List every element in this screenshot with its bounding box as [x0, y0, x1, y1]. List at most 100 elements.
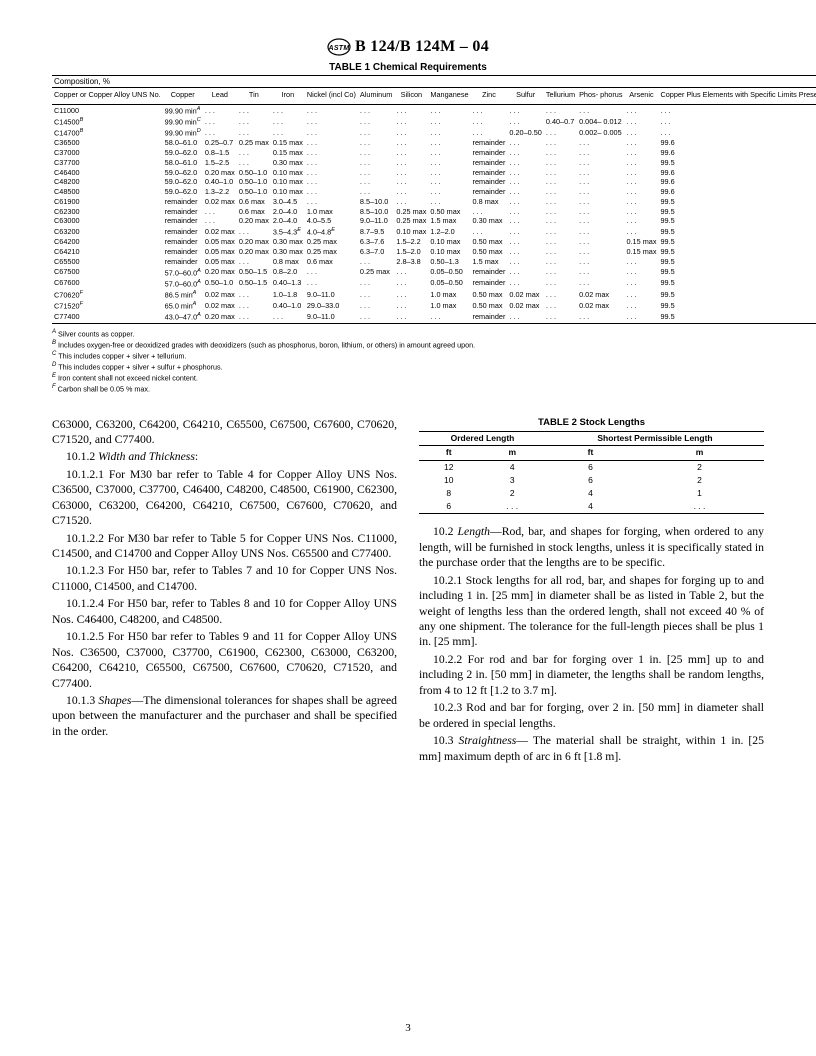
table-cell: C48500 [52, 188, 163, 198]
table-cell: . . . [507, 278, 543, 289]
p-10-1-2-5: 10.1.2.5 For H50 bar refer to Tables 9 a… [52, 629, 397, 691]
table-cell: C14700B [52, 128, 163, 139]
table-cell: 99.5 [658, 248, 816, 258]
table-cell: . . . [471, 117, 508, 128]
table-row: C3770058.0–61.01.5–2.5. . .0.30 max. . .… [52, 158, 816, 168]
table-cell: 0.50–1.0 [237, 188, 271, 198]
table-row: C4850059.0–62.01.3–2.20.50–1.00.10 max. … [52, 188, 816, 198]
table-cell: . . . [428, 188, 470, 198]
table-cell: . . . [624, 278, 658, 289]
table-cell: . . . [305, 105, 358, 117]
table-row: C14700B99.90 minD. . .. . .. . .. . .. .… [52, 128, 816, 139]
table-cell: 99.5 [658, 301, 816, 312]
table-cell: 99.5 [658, 267, 816, 278]
table-row: C6750057.0–60.0A0.20 max0.50–1.50.8–2.0.… [52, 267, 816, 278]
col-silicon: Silicon [394, 87, 428, 105]
table-cell: . . . [544, 128, 577, 139]
table-cell: remainder [471, 188, 508, 198]
table-cell: . . . [544, 105, 577, 117]
table-row: 8241 [419, 487, 764, 500]
table2-stock-lengths: Ordered Length Shortest Permissible Leng… [419, 431, 764, 514]
table-cell: 0.10 max [428, 248, 470, 258]
table-cell: 29.0–33.0 [305, 301, 358, 312]
col-iron: Iron [271, 87, 305, 105]
table-cell: 0.20 max [203, 312, 237, 324]
table-cell: . . . [237, 301, 271, 312]
table-cell: . . . [507, 267, 543, 278]
table-cell: . . . [624, 257, 658, 267]
table-cell: 0.05–0.50 [428, 267, 470, 278]
table-cell: 99.6 [658, 168, 816, 178]
table-cell: 8 [419, 487, 478, 500]
table-cell: . . . [358, 257, 394, 267]
table-cell: . . . [624, 128, 658, 139]
table-cell: . . . [394, 278, 428, 289]
table-cell: 0.30 max [271, 248, 305, 258]
table-cell: 6 [546, 474, 635, 487]
table-cell: . . . [624, 149, 658, 159]
table-cell: . . . [394, 267, 428, 278]
table-cell: . . . [237, 105, 271, 117]
table-cell: . . . [305, 278, 358, 289]
p-alloy-list: C63000, C63200, C64200, C64210, C65500, … [52, 417, 397, 448]
table-cell: C14500B [52, 117, 163, 128]
col-sulfur: Sulfur [507, 87, 543, 105]
table-cell: . . . [271, 312, 305, 324]
table-cell: 99.90 minC [163, 117, 203, 128]
table-cell: 0.02 max [577, 289, 624, 300]
col-phosphorus: Phos- phorus [577, 87, 624, 105]
table-cell: . . . [358, 188, 394, 198]
table-row: 12462 [419, 460, 764, 474]
table-cell: . . . [507, 188, 543, 198]
table-cell: 86.5 minA [163, 289, 203, 300]
t2-ordered: Ordered Length [419, 432, 546, 446]
table-cell: 1.0 max [428, 289, 470, 300]
table-cell: 9.0–11.0 [305, 312, 358, 324]
astm-logo-icon: ASTM [327, 38, 351, 56]
table-cell: . . . [624, 267, 658, 278]
table-cell: . . . [358, 128, 394, 139]
table-cell: 0.25 max [394, 217, 428, 227]
table-cell: 4 [546, 500, 635, 514]
col-tin: Tin [237, 87, 271, 105]
table-cell: . . . [544, 289, 577, 300]
table-cell: . . . [544, 301, 577, 312]
table-cell: . . . [624, 197, 658, 207]
table-cell: . . . [577, 267, 624, 278]
table-cell: . . . [394, 197, 428, 207]
table-cell: . . . [394, 149, 428, 159]
table-cell: . . . [507, 105, 543, 117]
table-cell: . . . [507, 117, 543, 128]
table-cell: . . . [305, 267, 358, 278]
table-cell: 6 [419, 500, 478, 514]
table-cell: 99.90 minA [163, 105, 203, 117]
table-cell: remainder [471, 278, 508, 289]
table-cell: 9.0–11.0 [305, 289, 358, 300]
t2-shortest: Shortest Permissible Length [546, 432, 764, 446]
table1-chemical-requirements: Composition, % Copper or Copper Alloy UN… [52, 75, 816, 324]
t2-m2: m [635, 446, 764, 460]
table-cell: 57.0–60.0A [163, 267, 203, 278]
t2-m1: m [478, 446, 545, 460]
table-row: C71520F65.0 minA0.02 max. . .0.40–1.029.… [52, 301, 816, 312]
table-cell: 0.002– 0.005 [577, 128, 624, 139]
table-cell: 99.90 minD [163, 128, 203, 139]
t2-ft2: ft [546, 446, 635, 460]
table-cell: 0.50–1.5 [237, 267, 271, 278]
col-zinc: Zinc [471, 87, 508, 105]
page-number: 3 [52, 1022, 764, 1034]
table-row: C1100099.90 minA. . .. . .. . .. . .. . … [52, 105, 816, 117]
table-cell: 59.0–62.0 [163, 188, 203, 198]
table-cell: . . . [358, 158, 394, 168]
t2-ft1: ft [419, 446, 478, 460]
table-cell: 0.20 max [203, 267, 237, 278]
table-cell: C37000 [52, 149, 163, 159]
table-row: C63000remainder. . .0.20 max2.0–4.04.0–5… [52, 217, 816, 227]
table-cell: 1.5 max [428, 217, 470, 227]
table-cell: 12 [419, 460, 478, 474]
p-10-2-2: 10.2.2 For rod and bar for forging over … [419, 652, 764, 698]
col-nickel: Nickel (incl Co) [305, 87, 358, 105]
table-cell: 0.40–0.7 [544, 117, 577, 128]
footnote: B Includes oxygen-free or deoxidized gra… [52, 339, 764, 350]
table-cell: . . . [203, 105, 237, 117]
